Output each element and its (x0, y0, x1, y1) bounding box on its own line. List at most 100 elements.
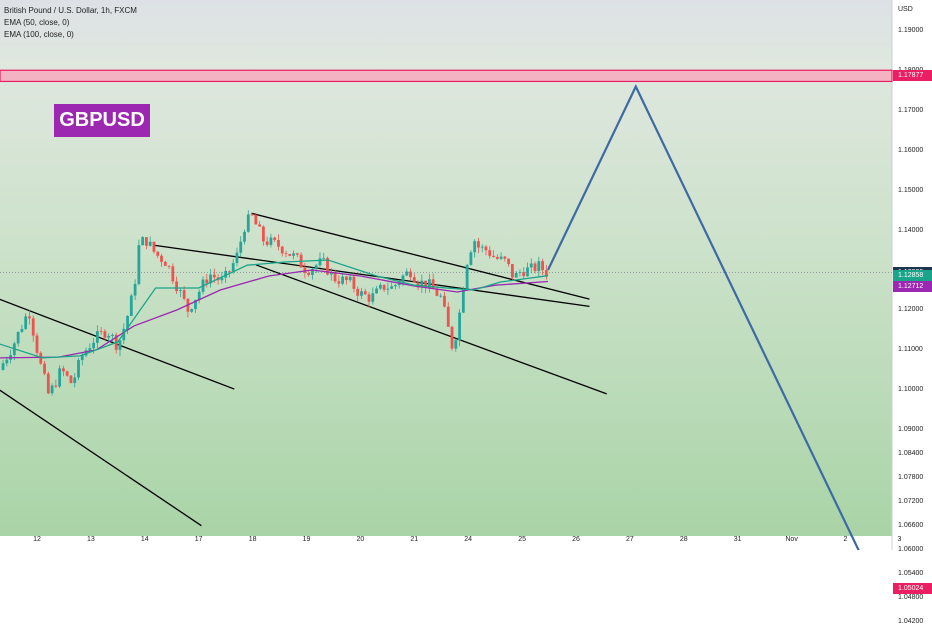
candle (473, 239, 477, 258)
candle-body (261, 226, 265, 242)
candle (409, 268, 412, 281)
candle (46, 371, 50, 395)
candle-body (190, 308, 194, 312)
candle-body (175, 281, 179, 292)
plot-background (0, 0, 892, 536)
candle-body (171, 266, 175, 282)
trendline-5 (255, 264, 607, 395)
candle (205, 273, 209, 288)
candle-body (250, 214, 254, 216)
time-tick-label: 17 (194, 536, 203, 543)
candle-body (118, 340, 122, 350)
candle (152, 241, 156, 254)
candle-body (31, 318, 35, 336)
price-tick-label: 1.10000 (898, 386, 924, 394)
candle (103, 329, 107, 340)
ema100-legend[interactable]: EMA (100, close, 0) (4, 30, 74, 39)
candle-body (431, 279, 435, 289)
candle (107, 333, 111, 342)
candle (541, 258, 544, 276)
chart-plot[interactable] (0, 0, 932, 550)
candle (129, 293, 133, 317)
candle (261, 225, 265, 246)
price-tick-label: 1.14000 (898, 226, 924, 234)
candle (522, 267, 526, 279)
candle (427, 273, 431, 293)
candle (510, 264, 514, 281)
candle (386, 282, 390, 295)
candle-body (224, 270, 228, 278)
candle (209, 268, 212, 288)
candle (333, 269, 337, 284)
candle (5, 356, 9, 367)
time-tick-label: 20 (356, 536, 365, 543)
candle (95, 325, 99, 349)
candle-body (50, 385, 54, 394)
candle (265, 236, 269, 247)
candle (277, 234, 280, 251)
candle-body (220, 277, 224, 281)
candle (31, 315, 35, 342)
ema100-price-badge: 1.12712 (893, 281, 932, 293)
candle-body (269, 237, 273, 245)
candle (454, 338, 458, 352)
candle-body (35, 335, 39, 353)
candle (450, 326, 454, 351)
candle (175, 276, 179, 294)
candle (295, 252, 299, 258)
time-tick-label: 25 (518, 536, 526, 543)
candle-body (469, 252, 473, 265)
candle-body (243, 231, 246, 242)
candle (518, 269, 522, 277)
candle-body (314, 265, 318, 270)
candle-body (246, 214, 250, 232)
time-tick-label: 14 (140, 536, 149, 543)
candle-body (16, 331, 20, 344)
resistance-price-badge: 1.17877 (893, 69, 932, 81)
candle-body (92, 342, 95, 349)
candle-body (58, 368, 62, 387)
candle-body (465, 264, 469, 289)
candle-body (28, 316, 31, 319)
time-tick-label: 2 (843, 536, 848, 543)
candle-body (129, 295, 133, 316)
candle-body (122, 328, 126, 341)
price-tick-label: 1.04200 (898, 618, 924, 626)
candle (405, 268, 409, 277)
candle (412, 273, 416, 283)
candle-body (473, 241, 477, 253)
candle-body (435, 288, 439, 296)
candle (363, 288, 367, 295)
candle-body (152, 241, 156, 252)
candle-body (424, 280, 428, 288)
candle (375, 285, 378, 294)
candle (16, 331, 20, 347)
candle (156, 251, 160, 259)
candle (235, 247, 239, 267)
time-tick-label: 31 (733, 536, 742, 543)
candle-body (303, 267, 307, 273)
candle-body (5, 359, 9, 364)
ema50-legend[interactable]: EMA (50, close, 0) (4, 18, 70, 27)
candle-body (228, 270, 231, 272)
candle (77, 357, 80, 381)
price-tick-label: 1.08400 (898, 450, 924, 458)
candle (273, 236, 277, 243)
candle-body (318, 258, 322, 266)
candle (54, 379, 58, 389)
candle-body (205, 279, 209, 284)
candle (480, 244, 484, 253)
candle-body (333, 271, 337, 282)
candle-body (510, 264, 514, 278)
candle-body (126, 315, 129, 329)
candle (492, 250, 495, 258)
price-tick-label: 1.19000 (898, 26, 924, 34)
candle-body (367, 294, 371, 302)
price-tick-label: 1.09000 (898, 426, 924, 434)
candle-body (311, 269, 314, 275)
candle (250, 213, 254, 217)
candle (390, 282, 394, 290)
candle (544, 265, 548, 280)
candle (356, 286, 360, 302)
candle (337, 275, 341, 288)
